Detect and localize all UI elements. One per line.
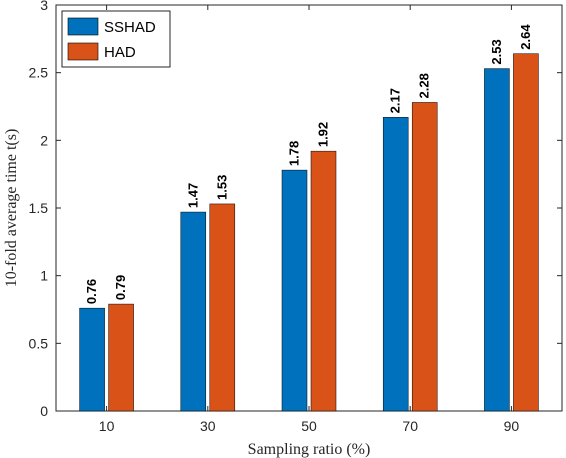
y-tick-label: 3 bbox=[40, 0, 48, 13]
y-tick-label: 0 bbox=[40, 403, 48, 419]
bar-had-50 bbox=[310, 150, 337, 412]
bar-value-label: 2.64 bbox=[518, 24, 533, 50]
legend-swatch-had bbox=[67, 42, 99, 61]
x-axis-title: Sampling ratio (%) bbox=[248, 441, 371, 458]
bar-value-label: 2.53 bbox=[489, 39, 504, 64]
bar-sshad-30 bbox=[180, 211, 207, 412]
bar-series-group bbox=[79, 53, 539, 412]
x-tick-label: 50 bbox=[301, 418, 317, 434]
bar-had-90 bbox=[513, 53, 539, 412]
y-tick-label: 2.5 bbox=[29, 65, 49, 81]
bar-sshad-70 bbox=[382, 117, 409, 412]
bar-value-label: 0.79 bbox=[113, 275, 128, 300]
y-tick-label: 2 bbox=[40, 132, 48, 148]
legend-label-sshad: SSHAD bbox=[104, 19, 156, 36]
y-axis-title: 10-fold average time t(s) bbox=[3, 129, 20, 288]
legend: SSHAD HAD bbox=[61, 10, 171, 68]
bar-sshad-90 bbox=[484, 68, 510, 412]
bar-value-label: 1.47 bbox=[185, 183, 200, 208]
bar-value-label: 1.92 bbox=[316, 122, 331, 147]
x-tick-label: 10 bbox=[99, 418, 115, 434]
y-tick-label: 1.5 bbox=[29, 200, 49, 216]
bar-value-label: 0.76 bbox=[84, 279, 99, 304]
x-axis: 10 30 50 70 90 bbox=[99, 5, 520, 434]
bar-value-label: 2.17 bbox=[388, 88, 403, 113]
bar-had-10 bbox=[108, 303, 134, 412]
legend-swatch-sshad bbox=[67, 17, 99, 36]
bar-value-label: 1.78 bbox=[287, 141, 302, 166]
bar-had-30 bbox=[209, 203, 236, 412]
y-tick-label: 0.5 bbox=[29, 335, 49, 351]
x-tick-label: 90 bbox=[504, 418, 520, 434]
y-axis: 00.511.522.53 bbox=[29, 0, 562, 419]
x-tick-label: 30 bbox=[200, 418, 216, 434]
y-tick-label: 1 bbox=[40, 268, 48, 284]
bar-value-label: 1.53 bbox=[214, 175, 229, 200]
bar-sshad-10 bbox=[79, 307, 105, 412]
legend-label-had: HAD bbox=[104, 44, 136, 61]
x-tick-label: 70 bbox=[402, 418, 418, 434]
bar-sshad-50 bbox=[281, 169, 308, 412]
bar-value-label: 2.28 bbox=[417, 73, 432, 98]
bar-value-labels: 0.76 0.79 1.47 1.53 1.78 1.92 2.17 2.28 2.53 2.64 bbox=[84, 24, 533, 304]
bar-had-70 bbox=[411, 102, 438, 412]
